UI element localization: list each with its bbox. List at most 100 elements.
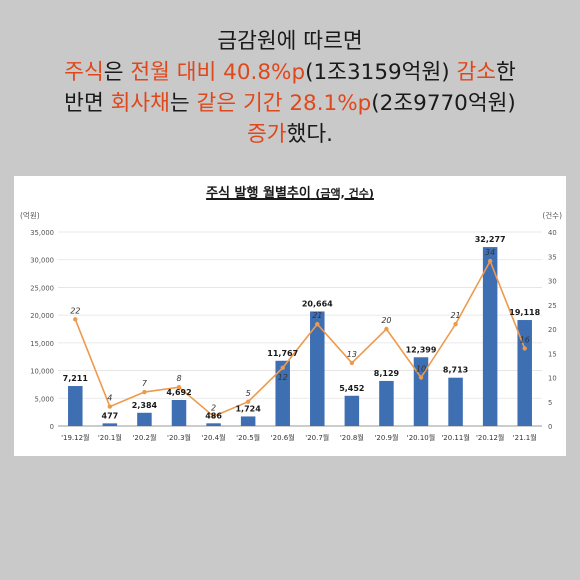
line-value-label: 7 [142, 379, 148, 388]
headline-line-2: 주식은 전월 대비 40.8%p(1조3159억원) 감소한 [0, 57, 580, 88]
bar-value-label: 4,692 [166, 388, 191, 397]
y-left-tick-label: 0 [50, 423, 54, 431]
headline-highlight: 전월 대비 40.8%p [130, 60, 306, 85]
count-point [418, 375, 424, 380]
chart-subtitle: (금액, 건수) [315, 187, 374, 200]
chart-title-text: 주식 발행 월별추이 (금액, 건수) [206, 186, 374, 201]
chart-plot: (억원) (건수)35,00030,00025,00020,00015,00010… [20, 210, 562, 442]
y-left-tick-label: 30,000 [30, 257, 54, 265]
y-right-tick-label: 0 [548, 423, 552, 431]
y-left-tick-label: 25,000 [30, 284, 54, 292]
count-point [211, 414, 216, 419]
headline-highlight: 회사채 [110, 91, 170, 116]
bar-value-label: 477 [102, 411, 119, 420]
x-tick-label: '20.11월 [441, 433, 469, 442]
bar [206, 423, 221, 426]
headline-highlight: 감소 [456, 60, 497, 85]
count-point [487, 258, 493, 264]
bar-value-label: 2,384 [132, 401, 158, 410]
headline-text: 한 [496, 60, 516, 85]
x-tick-label: '20.9월 [374, 433, 398, 442]
y-right-tick-label: 30 [548, 278, 557, 286]
line-value-label: 4 [107, 394, 112, 403]
x-tick-label: '20.12월 [476, 433, 504, 442]
line-value-label: 20 [381, 316, 391, 325]
count-point [245, 399, 251, 404]
y-right-tick-label: 25 [548, 302, 557, 310]
y-right-tick-label: 40 [548, 229, 557, 237]
bar [102, 423, 118, 426]
bar-value-label: 32,277 [475, 235, 506, 244]
y-right-tick-label: 20 [548, 326, 557, 334]
bar [517, 320, 532, 426]
bar [344, 395, 360, 426]
bar [240, 416, 256, 426]
headline-text: (1조3159억원) [305, 60, 457, 85]
x-tick-label: '20.10월 [407, 433, 435, 442]
y-left-unit: (억원) [20, 211, 40, 220]
count-point [453, 321, 458, 327]
count-point [176, 385, 182, 390]
x-tick-label: '21.1월 [513, 433, 537, 442]
bar [137, 412, 152, 426]
chart-title: 주식 발행 월별추이 (금액, 건수) [14, 182, 566, 201]
count-point [384, 326, 389, 332]
y-left-tick-label: 5,000 [35, 395, 54, 403]
count-point [280, 365, 285, 370]
x-tick-label: '20.3월 [167, 433, 191, 442]
chart-card: 주식 발행 월별추이 (금액, 건수) (억원) (건수) 35,000 30,000… [14, 176, 566, 456]
line-value-label: 34 [485, 248, 495, 257]
line-value-label: 22 [70, 306, 80, 315]
bar-value-label: 11,767 [267, 349, 298, 358]
x-tick-label: '20.6월 [271, 433, 295, 442]
bar-value-label: 5,452 [339, 384, 364, 393]
bar [275, 360, 290, 426]
bar [68, 386, 83, 426]
bar [171, 399, 187, 426]
headline: 금감원에 따르면 주식은 전월 대비 40.8%p(1조3159억원) 감소한 … [0, 26, 580, 150]
bar [448, 377, 463, 426]
headline-highlight: 같은 기간 28.1%p [196, 91, 372, 116]
line-value-label: 13 [347, 350, 357, 359]
line-value-label: 10 [416, 365, 426, 374]
count-point [315, 321, 320, 327]
headline-line-4: 증가했다. [0, 119, 580, 150]
headline-text: 반면 [64, 91, 111, 116]
y-left-tick-label: 10,000 [30, 368, 54, 376]
line-value-label: 21 [312, 311, 322, 320]
x-tick-label: '20.5월 [236, 433, 260, 442]
y-right-tick-label: 10 [548, 375, 557, 383]
line-value-label: 12 [278, 373, 288, 382]
count-point [73, 317, 78, 322]
line-value-label: 21 [450, 311, 460, 320]
bar-value-label: 19,118 [509, 308, 540, 317]
count-point [107, 404, 113, 409]
y-right-tick-label: 15 [548, 350, 557, 358]
count-point [522, 346, 527, 351]
x-tick-label: '19.12월 [61, 433, 89, 442]
headline-text: 는 [169, 91, 197, 116]
line-value-label: 8 [176, 374, 181, 383]
bar-value-label: 20,664 [302, 299, 333, 308]
headline-text: (2조9770억원) [371, 91, 516, 116]
bar [482, 247, 498, 426]
bar [379, 380, 394, 426]
headline-highlight: 증가 [247, 122, 287, 147]
bar-value-label: 486 [205, 411, 222, 420]
count-line [74, 259, 526, 418]
headline-line-3: 반면 회사채는 같은 기간 28.1%p(2조9770억원) [0, 88, 580, 119]
headline-highlight: 주식 [64, 60, 104, 85]
x-tick-label: '20.2월 [132, 433, 156, 442]
y-right-tick-label: 35 [548, 253, 557, 261]
line-value-label: 2 [211, 403, 216, 412]
bar [413, 357, 429, 426]
bar-value-label: 8,129 [374, 369, 400, 378]
headline-text: 했다. [286, 122, 333, 147]
x-tick-label: '20.1월 [98, 433, 122, 442]
count-point [349, 360, 355, 366]
line-value-label: 16 [520, 335, 530, 344]
x-tick-label: '20.8월 [340, 433, 364, 442]
y-left-tick-label: 35,000 [30, 229, 54, 237]
chart-title-main: 주식 발행 월별추이 [206, 186, 311, 201]
headline-line-1: 금감원에 따르면 [0, 26, 580, 57]
